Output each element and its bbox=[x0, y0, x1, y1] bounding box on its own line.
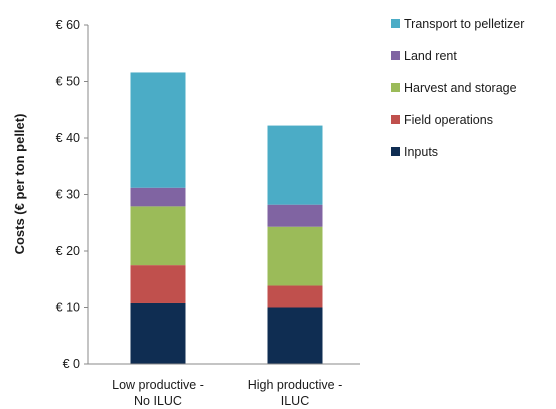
bar-segment bbox=[130, 302, 186, 364]
y-tick-label: € 0 bbox=[63, 357, 80, 371]
bar-segment bbox=[267, 125, 323, 205]
bar-segment bbox=[130, 265, 186, 303]
legend-swatch bbox=[391, 51, 400, 60]
legend-label: Transport to pelletizer bbox=[404, 17, 524, 31]
bar-segment bbox=[267, 226, 323, 286]
x-category-label: ILUC bbox=[281, 394, 309, 408]
legend-swatch bbox=[391, 83, 400, 92]
legend-label: Inputs bbox=[404, 145, 438, 159]
legend-label: Field operations bbox=[404, 113, 493, 127]
x-category-label: High productive - bbox=[248, 378, 343, 392]
y-tick-label: € 20 bbox=[56, 244, 80, 258]
legend: Transport to pelletizer Land rent Harvest … bbox=[391, 17, 524, 159]
y-tick-label: € 60 bbox=[56, 18, 80, 32]
y-tick-label: € 30 bbox=[56, 188, 80, 202]
legend-swatch bbox=[391, 19, 400, 28]
x-category-label: Low productive - bbox=[112, 378, 204, 392]
y-tick-label: € 40 bbox=[56, 131, 80, 145]
x-axis: Low productive - No ILUC High productive -… bbox=[88, 363, 360, 408]
y-tick-label: € 10 bbox=[56, 301, 80, 315]
y-axis: € 0 € 10 € 20 € 30 € 40 € 50 € 60 bbox=[56, 18, 89, 371]
bar-segment bbox=[267, 285, 323, 308]
legend-swatch bbox=[391, 147, 400, 156]
legend-label: Land rent bbox=[404, 49, 457, 63]
bar-segment bbox=[267, 204, 323, 227]
legend-label: Harvest and storage bbox=[404, 81, 517, 95]
bar-segment bbox=[130, 72, 186, 188]
bars bbox=[130, 72, 323, 364]
bar-segment bbox=[130, 206, 186, 266]
x-category-label: No ILUC bbox=[134, 394, 182, 408]
y-axis-label: Costs (€ per ton pellet) bbox=[12, 114, 27, 255]
y-tick-label: € 50 bbox=[56, 75, 80, 89]
bar-segment bbox=[130, 187, 186, 207]
bar-segment bbox=[267, 307, 323, 364]
legend-swatch bbox=[391, 115, 400, 124]
